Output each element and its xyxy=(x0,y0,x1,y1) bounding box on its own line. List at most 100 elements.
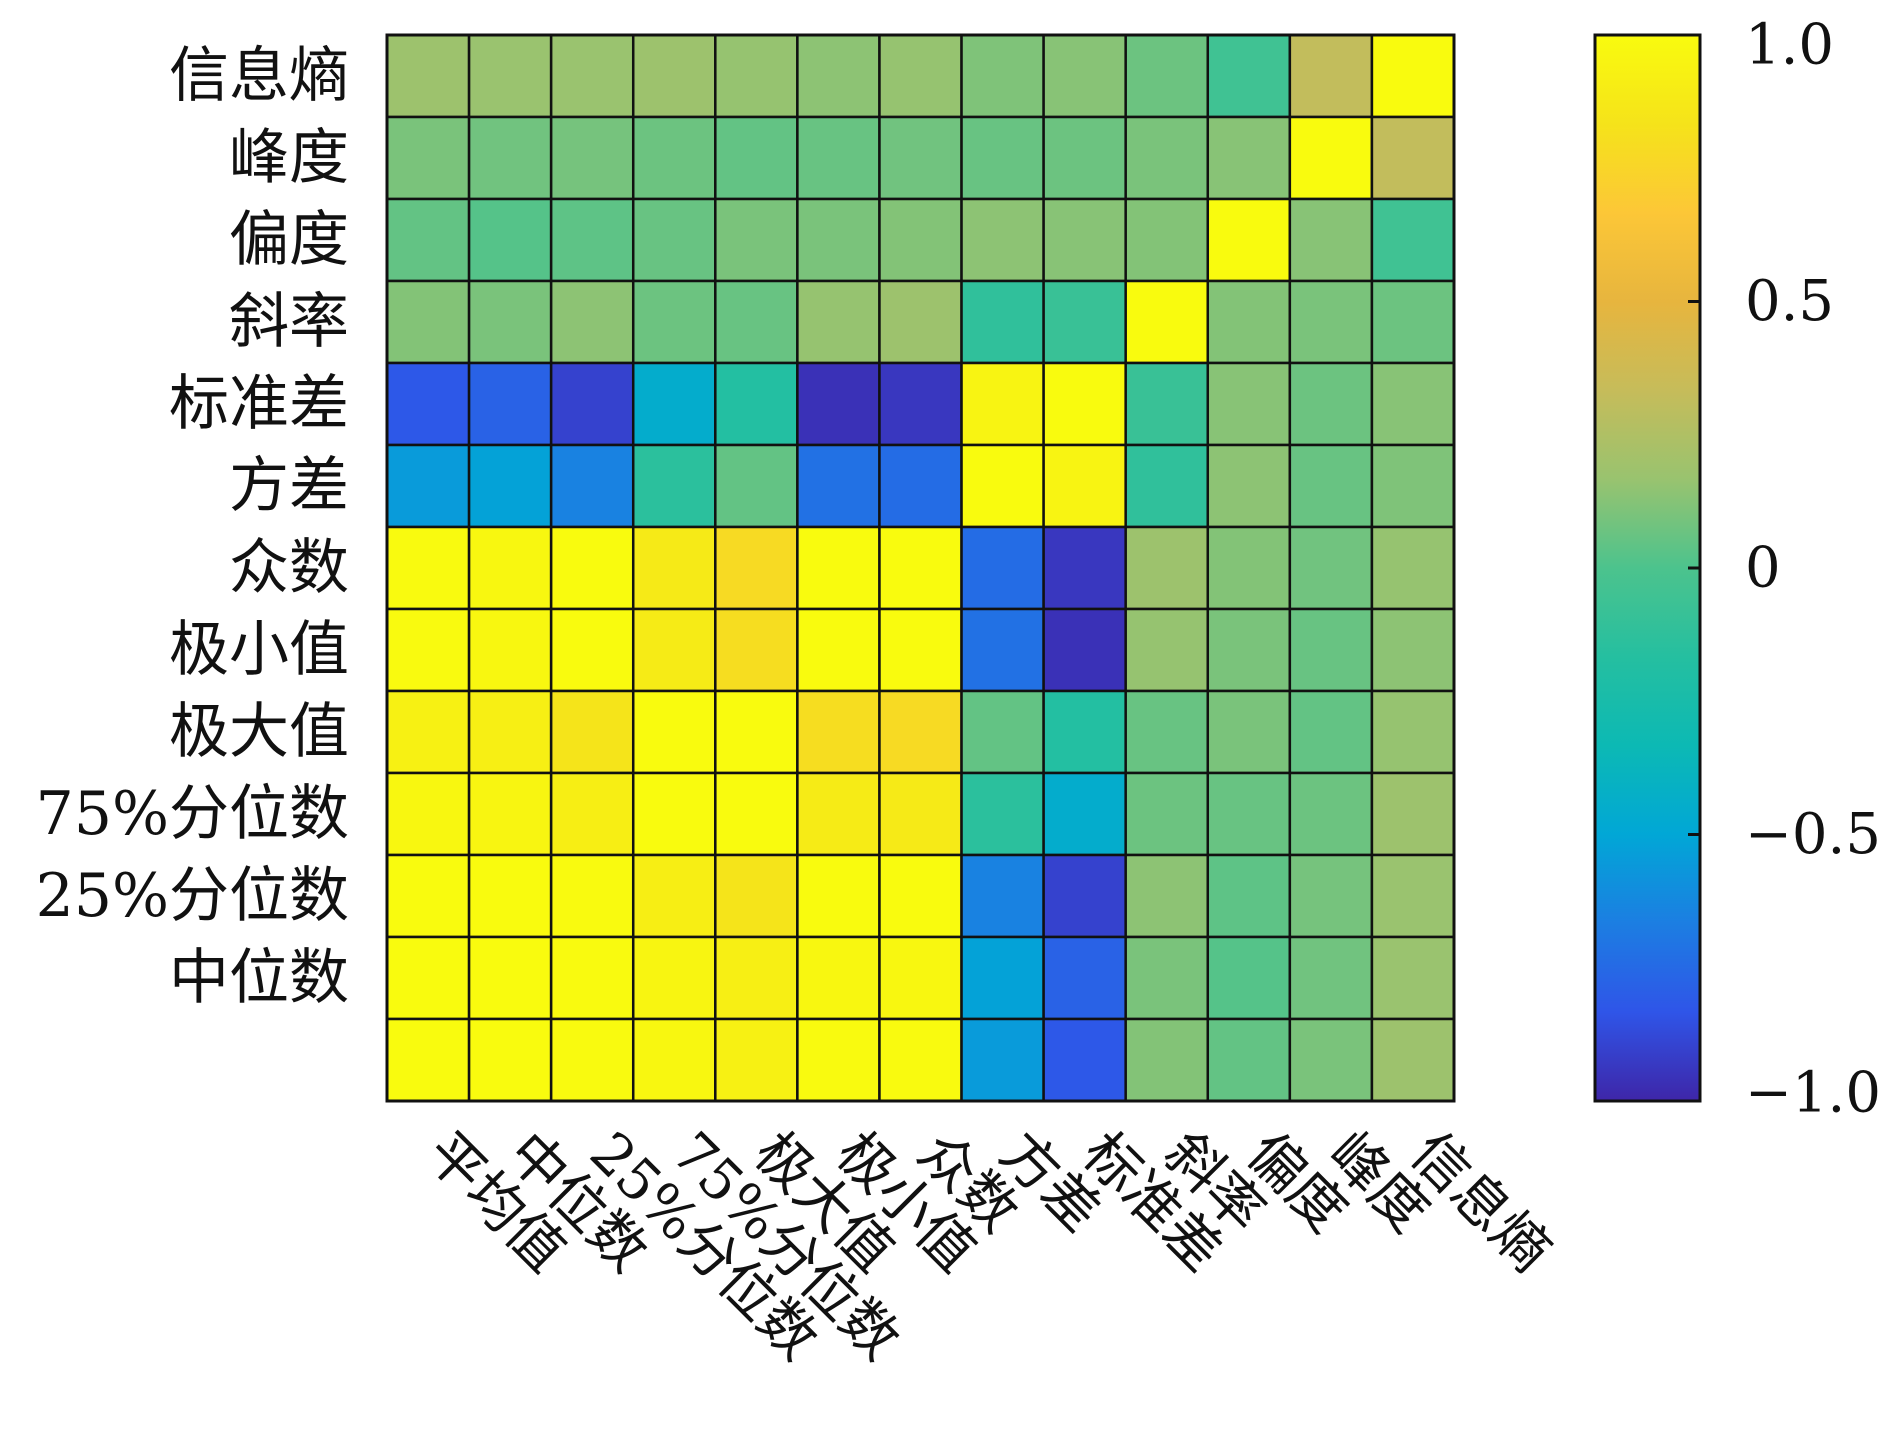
heatmap-cell xyxy=(1042,279,1127,365)
heatmap-cell xyxy=(796,197,881,283)
heatmap-cell xyxy=(796,935,881,1021)
y-tick-label: 众数 xyxy=(229,533,349,603)
heatmap-cell xyxy=(1206,525,1292,611)
heatmap-cell xyxy=(796,771,881,857)
heatmap-cell xyxy=(1042,607,1127,693)
heatmap-cell xyxy=(631,771,717,857)
heatmap-cell xyxy=(714,1017,799,1103)
heatmap-cells xyxy=(385,33,1456,1103)
heatmap-cell xyxy=(467,279,553,365)
heatmap-cell xyxy=(549,361,635,447)
heatmap-cell xyxy=(714,33,799,119)
heatmap-cell xyxy=(1370,115,1456,201)
heatmap-cell xyxy=(549,689,635,775)
y-tick-label: 峰度 xyxy=(229,123,349,193)
heatmap-cell xyxy=(796,1017,881,1103)
heatmap-cell xyxy=(1288,1017,1374,1103)
heatmap-cell xyxy=(631,935,717,1021)
heatmap-cell xyxy=(878,279,963,365)
colorbar xyxy=(1593,33,1702,1103)
heatmap-cell xyxy=(1370,689,1456,775)
heatmap-cell xyxy=(631,525,717,611)
heatmap-cell xyxy=(796,279,881,365)
heatmap-cell xyxy=(1206,853,1292,939)
heatmap-cell xyxy=(1124,361,1210,447)
heatmap-cell xyxy=(796,689,881,775)
heatmap-cell xyxy=(1370,607,1456,693)
heatmap-cell xyxy=(1206,197,1292,283)
heatmap-cell xyxy=(467,689,553,775)
heatmap-cell xyxy=(1288,115,1374,201)
heatmap-cell xyxy=(1288,361,1374,447)
heatmap-cell xyxy=(467,771,553,857)
heatmap-cell xyxy=(714,607,799,693)
heatmap-cell xyxy=(385,361,471,447)
heatmap-cell xyxy=(1206,115,1292,201)
heatmap-cell xyxy=(1206,607,1292,693)
heatmap-cell xyxy=(796,361,881,447)
heatmap-cell xyxy=(714,525,799,611)
heatmap-cell xyxy=(549,853,635,939)
heatmap-cell xyxy=(1124,1017,1210,1103)
heatmap-cell xyxy=(1288,607,1374,693)
heatmap-cell xyxy=(631,853,717,939)
heatmap-cell xyxy=(1370,33,1456,119)
heatmap-cell xyxy=(549,525,635,611)
y-tick-label: 方差 xyxy=(229,451,349,521)
heatmap-cell xyxy=(960,197,1045,283)
heatmap-cell xyxy=(1206,1017,1292,1103)
heatmap-cell xyxy=(631,115,717,201)
heatmap-cell xyxy=(878,689,963,775)
heatmap-cell xyxy=(549,607,635,693)
heatmap-cell xyxy=(1288,33,1374,119)
heatmap-cell xyxy=(1124,689,1210,775)
heatmap-cell xyxy=(467,197,553,283)
heatmap-cell xyxy=(960,443,1045,529)
heatmap-cell xyxy=(1206,689,1292,775)
heatmap-cell xyxy=(714,689,799,775)
heatmap-cell xyxy=(960,607,1045,693)
heatmap-cell xyxy=(714,197,799,283)
heatmap-cell xyxy=(549,771,635,857)
heatmap-cell xyxy=(549,443,635,529)
heatmap-cell xyxy=(960,279,1045,365)
heatmap-cell xyxy=(714,771,799,857)
heatmap-cell xyxy=(1124,525,1210,611)
heatmap-cell xyxy=(1124,935,1210,1021)
heatmap-cell xyxy=(1124,115,1210,201)
y-tick-label: 25%分位数 xyxy=(36,861,349,931)
heatmap-cell xyxy=(714,279,799,365)
heatmap-cell xyxy=(467,361,553,447)
heatmap-cell xyxy=(1288,279,1374,365)
y-tick-label: 偏度 xyxy=(229,205,349,275)
y-tick-label: 极大值 xyxy=(169,697,349,767)
heatmap-cell xyxy=(549,33,635,119)
heatmap-cell xyxy=(960,361,1045,447)
heatmap-cell xyxy=(467,607,553,693)
heatmap-cell xyxy=(878,607,963,693)
heatmap-cell xyxy=(796,525,881,611)
heatmap-cell xyxy=(960,689,1045,775)
heatmap-cell xyxy=(1288,935,1374,1021)
heatmap-cell xyxy=(467,935,553,1021)
heatmap-cell xyxy=(960,771,1045,857)
heatmap-cell xyxy=(1042,197,1127,283)
heatmap-cell xyxy=(549,935,635,1021)
heatmap-cell xyxy=(385,197,471,283)
heatmap-cell xyxy=(1288,689,1374,775)
heatmap-cell xyxy=(1042,443,1127,529)
heatmap-cell xyxy=(878,197,963,283)
heatmap-cell xyxy=(385,33,471,119)
heatmap-cell xyxy=(467,853,553,939)
heatmap-cell xyxy=(1042,33,1127,119)
heatmap-cell xyxy=(878,115,963,201)
heatmap-cell xyxy=(714,935,799,1021)
heatmap-cell xyxy=(1042,525,1127,611)
heatmap-cell xyxy=(796,33,881,119)
heatmap-cell xyxy=(549,197,635,283)
heatmap-cell xyxy=(878,361,963,447)
heatmap-cell xyxy=(631,443,717,529)
heatmap-cell xyxy=(878,33,963,119)
heatmap-cell xyxy=(385,689,471,775)
